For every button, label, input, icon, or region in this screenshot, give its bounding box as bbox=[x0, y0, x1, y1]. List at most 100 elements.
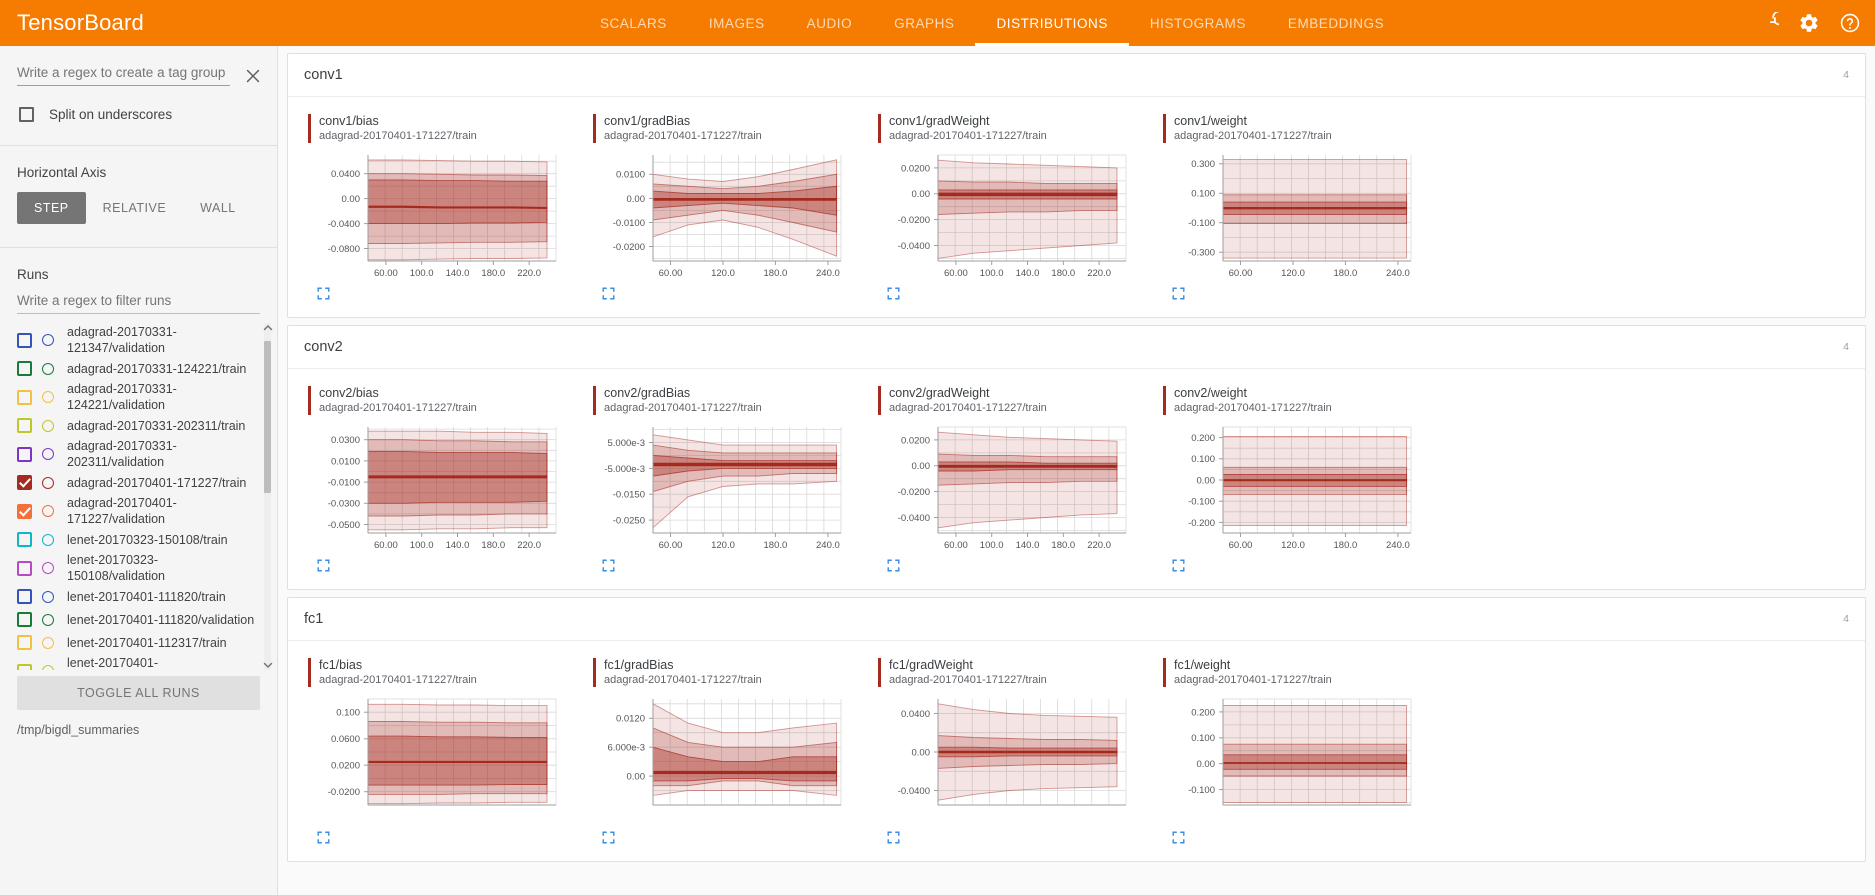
toggle-all-runs-button[interactable]: TOGGLE ALL RUNS bbox=[17, 676, 260, 710]
run-color-dot[interactable] bbox=[42, 419, 54, 432]
run-color-dot[interactable] bbox=[42, 533, 54, 546]
run-color-dot[interactable] bbox=[42, 590, 54, 603]
expand-icon[interactable] bbox=[602, 831, 615, 848]
chart-card[interactable]: conv1/weight adagrad-20170401-171227/trai… bbox=[1152, 105, 1437, 305]
distribution-plot[interactable]: 0.100 0.0600 0.0200 -0.0200 bbox=[306, 693, 582, 831]
tag-group-header[interactable]: conv2 4 bbox=[288, 326, 1865, 369]
tab-images[interactable]: IMAGES bbox=[708, 15, 765, 31]
runs-scrollbar[interactable] bbox=[262, 323, 274, 670]
tag-group-header[interactable]: fc1 4 bbox=[288, 598, 1865, 641]
tab-embeddings[interactable]: EMBEDDINGS bbox=[1287, 15, 1385, 31]
run-checkbox[interactable] bbox=[17, 560, 32, 576]
distribution-plot[interactable]: 0.0400 0.00 -0.0400 bbox=[876, 693, 1152, 831]
run-checkbox[interactable] bbox=[17, 446, 32, 462]
chevron-up-icon[interactable] bbox=[262, 323, 274, 333]
run-checkbox[interactable] bbox=[17, 361, 32, 376]
distribution-plot[interactable]: 0.0300 0.0100 -0.0100 -0.0300 -0.0500 60.00 10… bbox=[306, 421, 582, 559]
chart-card[interactable]: conv1/bias adagrad-20170401-171227/train 0… bbox=[297, 105, 582, 305]
tab-audio[interactable]: AUDIO bbox=[806, 15, 853, 31]
run-checkbox[interactable] bbox=[17, 612, 32, 627]
distribution-plot[interactable]: 0.200 0.100 0.00 -0.100 bbox=[1161, 693, 1437, 831]
run-item[interactable]: adagrad-20170331-202311/validation bbox=[17, 437, 255, 471]
run-item[interactable]: adagrad-20170331-121347/validation bbox=[17, 323, 255, 357]
gear-icon[interactable] bbox=[1798, 12, 1820, 34]
run-checkbox[interactable] bbox=[17, 475, 32, 490]
chart-card[interactable]: fc1/bias adagrad-20170401-171227/train 0.1… bbox=[297, 649, 582, 849]
run-checkbox[interactable] bbox=[17, 635, 32, 650]
axis-option-wall[interactable]: WALL bbox=[183, 192, 253, 224]
axis-option-relative[interactable]: RELATIVE bbox=[86, 192, 184, 224]
run-item[interactable]: lenet-20170401-112317/train bbox=[17, 631, 255, 654]
tab-histograms[interactable]: HISTOGRAMS bbox=[1149, 15, 1246, 31]
distribution-plot[interactable]: 0.0100 0.00 -0.0100 -0.0200 60.00 120.0 180.0 2… bbox=[591, 149, 867, 287]
distribution-plot[interactable]: 0.300 0.100 -0.100 -0.300 60.00 120.0 180.0 240… bbox=[1161, 149, 1437, 287]
expand-icon[interactable] bbox=[887, 559, 900, 576]
refresh-icon[interactable] bbox=[1757, 12, 1779, 34]
expand-icon[interactable] bbox=[887, 831, 900, 848]
run-item[interactable]: lenet-20170401-112317/validation bbox=[17, 654, 255, 670]
run-checkbox[interactable] bbox=[17, 332, 32, 348]
run-color-dot[interactable] bbox=[42, 636, 54, 649]
distribution-plot[interactable]: 0.0200 0.00 -0.0200 -0.0400 60.00 100.0 140.0 1… bbox=[876, 421, 1152, 559]
tab-scalars[interactable]: SCALARS bbox=[599, 15, 667, 31]
tab-distributions[interactable]: DISTRIBUTIONS bbox=[975, 0, 1130, 46]
run-color-dot[interactable] bbox=[42, 505, 54, 517]
chart-card[interactable]: conv2/weight adagrad-20170401-171227/trai… bbox=[1152, 377, 1437, 577]
run-item[interactable]: lenet-20170401-111820/train bbox=[17, 585, 255, 608]
run-item[interactable]: adagrad-20170331-124221/validation bbox=[17, 380, 255, 414]
run-item[interactable]: lenet-20170323-150108/validation bbox=[17, 551, 255, 585]
expand-icon[interactable] bbox=[602, 287, 615, 304]
runs-filter-input[interactable] bbox=[17, 293, 260, 314]
distribution-plot[interactable]: 5.000e-3 -5.000e-3 -0.0150 -0.0250 60.00 120.… bbox=[591, 421, 867, 559]
distribution-plot[interactable]: 0.0200 0.00 -0.0200 -0.0400 60.00 100.0 140.0 1… bbox=[876, 149, 1152, 287]
chart-card[interactable]: fc1/weight adagrad-20170401-171227/train 0… bbox=[1152, 649, 1437, 849]
expand-icon[interactable] bbox=[887, 287, 900, 304]
chart-card[interactable]: conv1/gradWeight adagrad-20170401-171227/… bbox=[867, 105, 1152, 305]
distribution-plot[interactable]: 0.200 0.100 0.00 -0.100 -0.200 60.00 120.0 180.… bbox=[1161, 421, 1437, 559]
run-item[interactable]: adagrad-20170331-124221/train bbox=[17, 357, 255, 380]
chevron-down-icon[interactable] bbox=[262, 658, 274, 670]
chart-card[interactable]: conv2/gradWeight adagrad-20170401-171227/… bbox=[867, 377, 1152, 577]
expand-icon[interactable] bbox=[1172, 559, 1185, 576]
run-item[interactable]: lenet-20170323-150108/train bbox=[17, 528, 255, 551]
expand-icon[interactable] bbox=[1172, 287, 1185, 304]
expand-icon[interactable] bbox=[317, 559, 330, 576]
chart-card[interactable]: conv2/bias adagrad-20170401-171227/train 0… bbox=[297, 377, 582, 577]
expand-icon[interactable] bbox=[317, 831, 330, 848]
run-item[interactable]: adagrad-20170401-171227/validation bbox=[17, 494, 255, 528]
run-checkbox[interactable] bbox=[17, 418, 32, 433]
run-checkbox[interactable] bbox=[17, 503, 32, 519]
split-on-underscores-checkbox[interactable] bbox=[19, 107, 34, 122]
run-color-dot[interactable] bbox=[42, 448, 54, 460]
run-checkbox[interactable] bbox=[17, 589, 32, 604]
run-color-dot[interactable] bbox=[42, 334, 54, 346]
run-color-dot[interactable] bbox=[42, 362, 54, 375]
run-color-dot[interactable] bbox=[42, 613, 54, 626]
run-checkbox[interactable] bbox=[17, 663, 32, 670]
help-icon[interactable] bbox=[1839, 12, 1861, 34]
run-item[interactable]: lenet-20170401-111820/validation bbox=[17, 608, 255, 631]
tab-graphs[interactable]: GRAPHS bbox=[894, 15, 955, 31]
run-checkbox[interactable] bbox=[17, 532, 32, 547]
tag-group-header[interactable]: conv1 4 bbox=[288, 54, 1865, 97]
chart-card[interactable]: conv1/gradBias adagrad-20170401-171227/tr… bbox=[582, 105, 867, 305]
chart-card[interactable]: conv2/gradBias adagrad-20170401-171227/tr… bbox=[582, 377, 867, 577]
expand-icon[interactable] bbox=[602, 559, 615, 576]
chart-card[interactable]: fc1/gradWeight adagrad-20170401-171227/tr… bbox=[867, 649, 1152, 849]
run-color-dot[interactable] bbox=[42, 665, 54, 670]
expand-icon[interactable] bbox=[1172, 831, 1185, 848]
run-checkbox[interactable] bbox=[17, 389, 32, 405]
close-icon[interactable] bbox=[243, 66, 263, 86]
distribution-plot[interactable]: 0.0400 0.00 -0.0400 -0.0800 60.00 100.0 140.0 1… bbox=[306, 149, 582, 287]
run-color-dot[interactable] bbox=[42, 391, 54, 403]
chart-card[interactable]: fc1/gradBias adagrad-20170401-171227/trai… bbox=[582, 649, 867, 849]
tag-group-input[interactable] bbox=[17, 65, 230, 86]
expand-icon[interactable] bbox=[317, 287, 330, 304]
axis-option-step[interactable]: STEP bbox=[17, 192, 86, 224]
runs-list[interactable]: adagrad-20170331-121347/validation adagra… bbox=[0, 323, 277, 670]
split-on-underscores-row[interactable]: Split on underscores bbox=[0, 86, 277, 122]
run-color-dot[interactable] bbox=[42, 476, 54, 489]
distribution-plot[interactable]: 0.0120 6.000e-3 0.00 bbox=[591, 693, 867, 831]
runs-scrollbar-thumb[interactable] bbox=[264, 341, 271, 493]
run-color-dot[interactable] bbox=[42, 562, 54, 574]
